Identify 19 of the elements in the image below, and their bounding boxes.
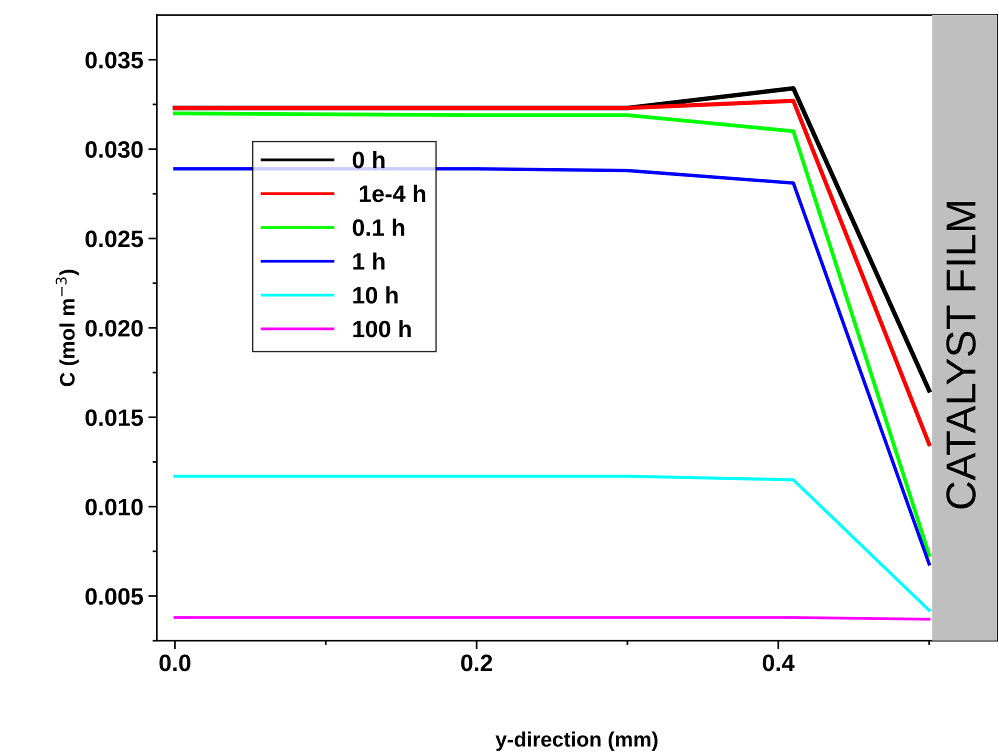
y-tick-label: 0.030 <box>86 141 143 158</box>
legend-label: 1 h <box>353 252 384 270</box>
band-label: CATALYST FILM <box>946 202 976 508</box>
legend-label: 0 h <box>352 150 384 168</box>
legend-label: 100 h <box>353 320 411 338</box>
legend-label: 0.1 h <box>352 218 404 236</box>
legend-label: 1e-4 h <box>360 184 426 202</box>
x-tick-label: 0.4 <box>762 654 795 672</box>
x-axis-title: y-direction (mm) <box>495 731 658 751</box>
y-tick-label: 0.010 <box>86 498 143 516</box>
x-tick-label: 0.0 <box>159 654 190 672</box>
y-tick-label: 0.035 <box>86 52 143 69</box>
y-tick-label: 0.025 <box>86 230 143 248</box>
y-tick-label: 0.020 <box>86 320 143 337</box>
legend-label: 10 h <box>353 286 398 304</box>
y-tick-label: 0.015 <box>86 409 143 426</box>
x-tick-label: 0.2 <box>461 654 492 672</box>
y-tick-label: 0.005 <box>86 588 143 605</box>
y-axis-title: C (mol m$^{−3}$) <box>56 270 79 386</box>
